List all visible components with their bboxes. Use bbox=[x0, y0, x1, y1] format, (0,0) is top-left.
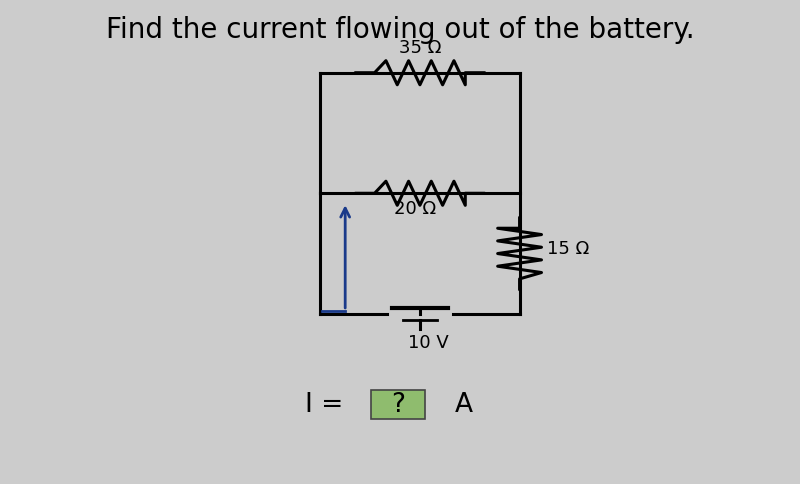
Text: ?: ? bbox=[391, 392, 405, 417]
Text: 15 Ω: 15 Ω bbox=[547, 239, 590, 257]
Text: A: A bbox=[455, 392, 473, 417]
Text: Find the current flowing out of the battery.: Find the current flowing out of the batt… bbox=[106, 16, 694, 45]
Text: 10 V: 10 V bbox=[407, 333, 448, 351]
Text: I =: I = bbox=[306, 392, 352, 417]
Text: 20 Ω: 20 Ω bbox=[394, 200, 436, 218]
Text: 35 Ω: 35 Ω bbox=[398, 39, 441, 57]
FancyBboxPatch shape bbox=[371, 390, 425, 419]
